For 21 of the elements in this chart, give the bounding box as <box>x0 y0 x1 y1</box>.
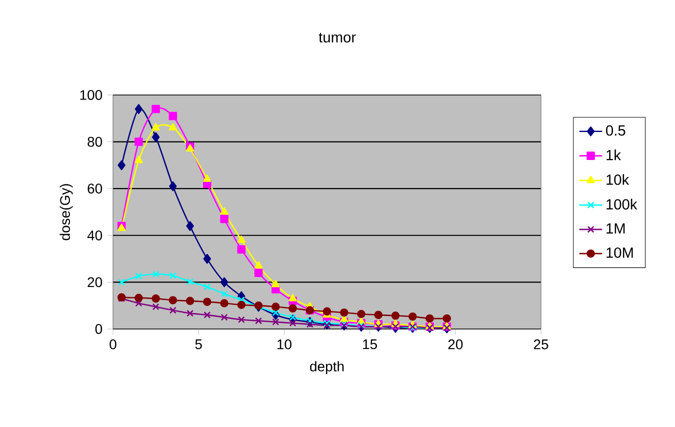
y-tick-label: 60 <box>88 184 102 194</box>
x-tick-label: 15 <box>363 339 377 350</box>
legend-label: 10k <box>606 174 630 185</box>
legend-label: 0.5 <box>606 125 626 136</box>
y-tick-label: 0 <box>95 324 102 334</box>
legend-label: 1M <box>606 223 625 234</box>
x-tick-label: 10 <box>277 339 292 350</box>
x-tick-label: 0 <box>110 339 116 350</box>
y-tick-label: 100 <box>80 90 102 100</box>
y-axis-title: dose(Gy) <box>60 184 73 240</box>
chart-title: tumor <box>318 32 356 42</box>
y-tick-label: 40 <box>87 230 102 240</box>
x-tick-label: 5 <box>195 339 202 350</box>
x-tick-label: 25 <box>534 339 548 350</box>
legend-label: 10M <box>606 247 633 258</box>
y-tick-label: 80 <box>88 136 102 147</box>
x-tick-label: 20 <box>448 339 463 350</box>
legend-label: 100k <box>606 198 638 210</box>
legend-label: 1k <box>606 149 621 160</box>
x-axis-title: depth <box>310 361 344 374</box>
y-tick-label: 20 <box>88 277 102 288</box>
